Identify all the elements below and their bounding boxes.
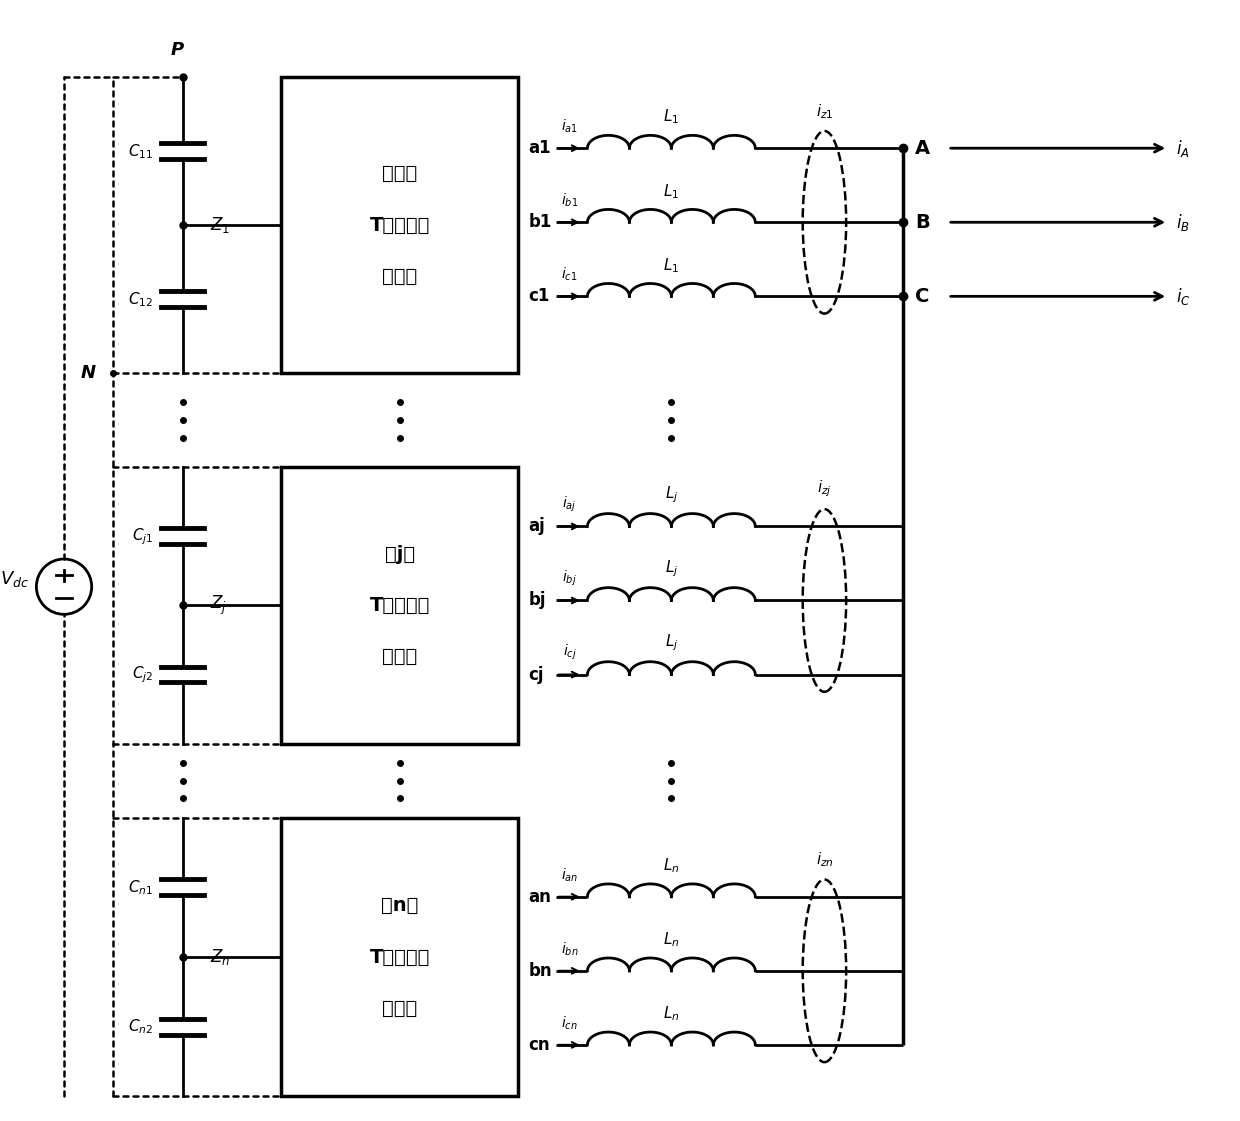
Text: C: C <box>915 287 930 306</box>
Text: c1: c1 <box>528 287 549 305</box>
Text: $C_{j2}$: $C_{j2}$ <box>131 665 153 685</box>
Text: a1: a1 <box>528 139 551 157</box>
Text: $C_{j1}$: $C_{j1}$ <box>131 526 153 547</box>
Text: $V_{dc}$: $V_{dc}$ <box>0 568 30 589</box>
Text: b1: b1 <box>528 213 552 231</box>
Text: $i_{aj}$: $i_{aj}$ <box>563 494 577 513</box>
Text: an: an <box>528 888 551 906</box>
Text: $L_j$: $L_j$ <box>665 558 678 578</box>
Text: $L_1$: $L_1$ <box>663 108 680 127</box>
Text: T型三电平: T型三电平 <box>370 215 430 234</box>
Text: N: N <box>81 364 95 382</box>
Bar <box>281 77 518 373</box>
Text: $i_{an}$: $i_{an}$ <box>560 867 578 884</box>
Text: $i_A$: $i_A$ <box>1176 138 1189 159</box>
Bar <box>281 817 518 1096</box>
Text: 逆变器: 逆变器 <box>382 647 418 666</box>
Text: $L_j$: $L_j$ <box>665 484 678 504</box>
Text: 逆变器: 逆变器 <box>382 267 418 286</box>
Text: $L_n$: $L_n$ <box>663 930 680 949</box>
Text: aj: aj <box>528 518 544 536</box>
Text: $L_n$: $L_n$ <box>663 1004 680 1023</box>
Text: $C_{11}$: $C_{11}$ <box>128 142 153 160</box>
Text: bn: bn <box>528 962 552 980</box>
Text: 第n个: 第n个 <box>381 896 418 915</box>
Text: $i_{c1}$: $i_{c1}$ <box>562 266 578 284</box>
Text: $i_{zj}$: $i_{zj}$ <box>817 479 832 499</box>
Text: $C_{12}$: $C_{12}$ <box>128 290 153 308</box>
Text: $i_{bn}$: $i_{bn}$ <box>560 941 578 958</box>
Text: T型三电平: T型三电平 <box>370 596 430 615</box>
Text: T型三电平: T型三电平 <box>370 947 430 966</box>
Text: $i_{cj}$: $i_{cj}$ <box>563 642 577 661</box>
Text: $Z_j$: $Z_j$ <box>211 594 227 617</box>
Text: $L_j$: $L_j$ <box>665 632 678 652</box>
Text: cn: cn <box>528 1036 549 1054</box>
Text: $i_{cn}$: $i_{cn}$ <box>562 1015 578 1032</box>
Text: 第j个: 第j个 <box>384 545 415 564</box>
Text: 第一个: 第一个 <box>382 165 418 184</box>
Text: 逆变器: 逆变器 <box>382 999 418 1018</box>
Text: $i_{b1}$: $i_{b1}$ <box>560 192 578 210</box>
Text: $i_C$: $i_C$ <box>1176 286 1190 307</box>
Text: P: P <box>171 41 185 59</box>
Text: $i_B$: $i_B$ <box>1176 212 1190 233</box>
Text: bj: bj <box>528 592 546 610</box>
Text: $L_1$: $L_1$ <box>663 256 680 275</box>
Bar <box>281 467 518 743</box>
Text: $C_{n1}$: $C_{n1}$ <box>128 878 153 897</box>
Text: cj: cj <box>528 666 543 684</box>
Text: $C_{n2}$: $C_{n2}$ <box>128 1017 153 1036</box>
Text: $i_{zn}$: $i_{zn}$ <box>816 851 833 869</box>
Text: $i_{a1}$: $i_{a1}$ <box>562 118 578 136</box>
Text: $L_n$: $L_n$ <box>663 856 680 876</box>
Text: A: A <box>915 139 930 158</box>
Text: B: B <box>915 213 930 232</box>
Text: $Z_1$: $Z_1$ <box>211 215 231 235</box>
Text: $L_1$: $L_1$ <box>663 182 680 201</box>
Text: $i_{bj}$: $i_{bj}$ <box>562 568 577 587</box>
Text: $i_{z1}$: $i_{z1}$ <box>816 102 833 121</box>
Text: $Z_n$: $Z_n$ <box>211 947 231 967</box>
